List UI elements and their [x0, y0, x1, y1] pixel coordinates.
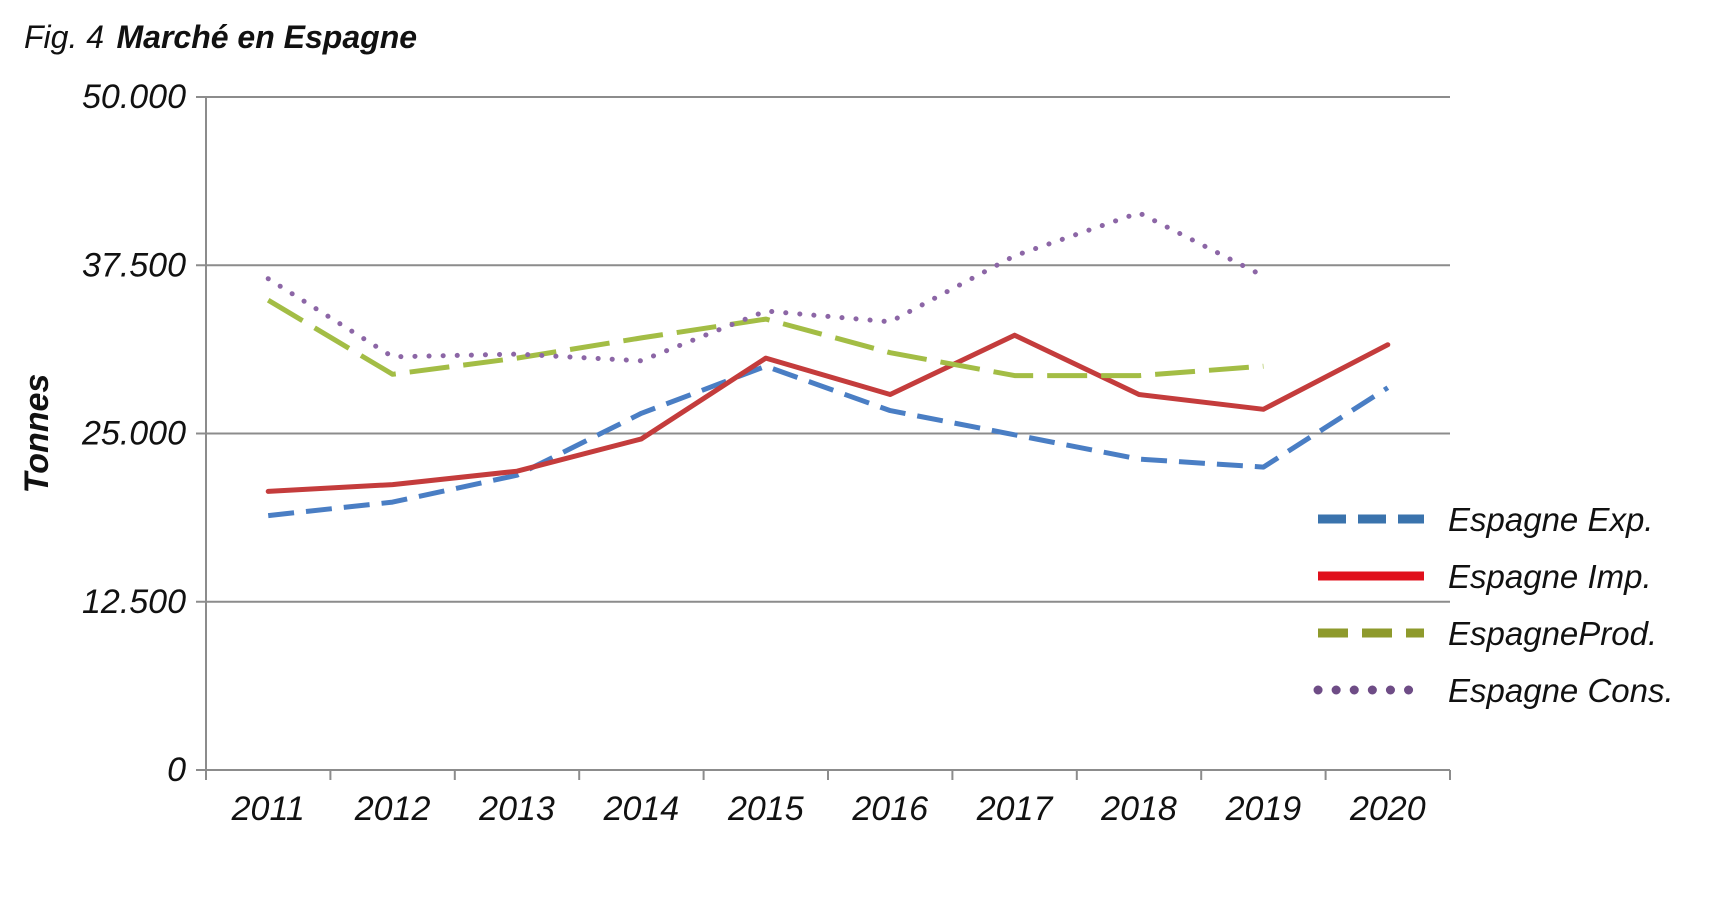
y-axis-title: Tonnes — [18, 374, 56, 494]
series-lines — [265, 210, 1391, 519]
y-tick-label: 12.500 — [82, 583, 186, 621]
legend-label: EspagneProd. — [1448, 615, 1657, 652]
y-tick-label: 0 — [167, 751, 186, 789]
y-tick-label: 25.000 — [81, 415, 186, 453]
x-tick-label: 2012 — [354, 790, 431, 828]
figure-title: Fig. 4 Marché en Espagne — [24, 19, 417, 55]
legend-label: Espagne Exp. — [1448, 501, 1653, 538]
x-tick-label: 2017 — [976, 790, 1054, 828]
gridlines — [206, 96, 1450, 603]
series-line-4 — [265, 210, 1266, 364]
legend: Espagne Exp. Espagne Imp. EspagneProd. Espa… — [1313, 501, 1674, 709]
figure-number: Fig. 4 — [24, 19, 104, 55]
legend-label: Espagne Imp. — [1448, 558, 1652, 595]
axes: 0 12.500 25.000 37.500 50.000 2011 2012 2013 201… — [81, 78, 1451, 828]
x-tick-label: 2018 — [1100, 790, 1177, 828]
series-line-3 — [266, 298, 1264, 379]
x-tick-label: 2020 — [1349, 790, 1426, 828]
x-tick-label: 2011 — [231, 790, 305, 828]
chart-title: Marché en Espagne — [116, 19, 417, 55]
x-tick-label: 2015 — [727, 790, 804, 828]
series-line-2 — [265, 332, 1391, 494]
x-tick-label: 2014 — [603, 790, 680, 828]
y-tick-label: 50.000 — [82, 78, 186, 116]
x-tick-label: 2016 — [851, 790, 928, 828]
x-tick-label: 2019 — [1225, 790, 1302, 828]
y-tick-label: 37.500 — [82, 246, 186, 284]
x-tick-label: 2013 — [478, 790, 555, 828]
legend-label: Espagne Cons. — [1448, 672, 1674, 709]
series-line-1 — [267, 363, 1390, 519]
